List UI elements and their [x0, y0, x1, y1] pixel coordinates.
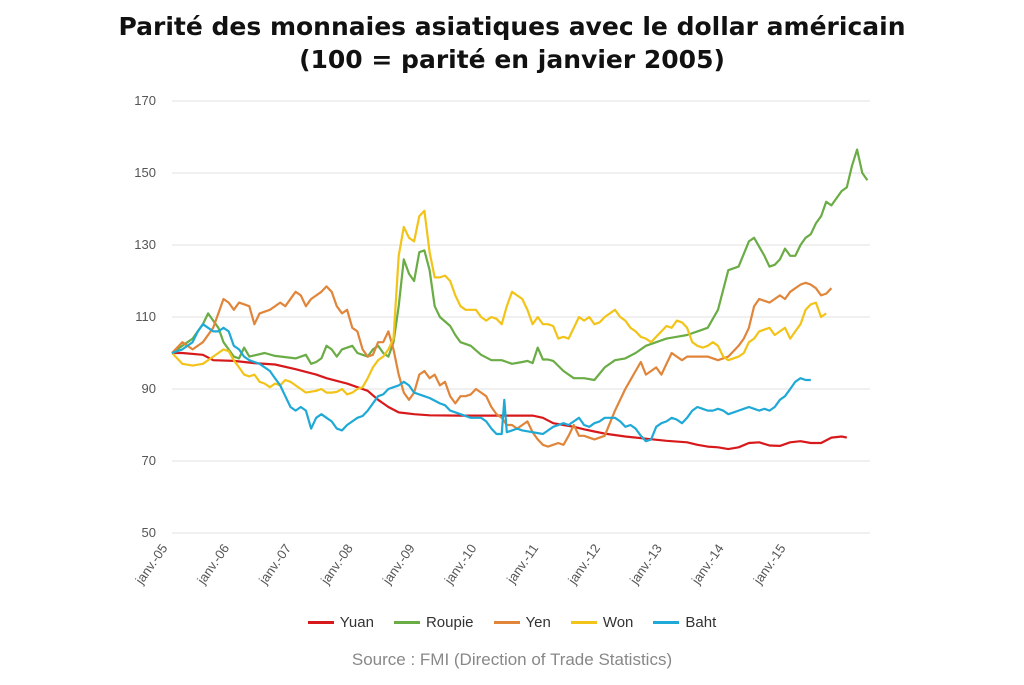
series-lines: [171, 148, 869, 451]
x-tick-label: janv.-09: [379, 541, 418, 588]
x-tick-label: janv.-13: [626, 541, 665, 588]
legend-item-baht: Baht: [653, 614, 716, 631]
y-tick-label: 130: [134, 237, 156, 252]
y-tick-label: 50: [142, 525, 156, 540]
chart-subtitle: (100 = parité en janvier 2005): [299, 45, 725, 74]
legend-swatch: [393, 621, 420, 624]
x-tick-label: janv.-08: [317, 541, 356, 588]
x-axis-ticks: janv.-05 janv.-06 janv.-07 janv.-08 janv.-09…: [132, 541, 789, 588]
series-line-won: [171, 209, 827, 396]
legend-item-won: Won: [570, 614, 634, 631]
y-tick-label: 90: [142, 381, 156, 396]
x-tick-label: janv.-15: [750, 541, 789, 588]
grid: [172, 100, 870, 534]
series-line-roupie: [171, 148, 869, 382]
x-tick-label: janv.-11: [503, 541, 541, 587]
chart-title-block: Parité des monnaies asiatiques avec le d…: [0, 10, 1024, 76]
x-tick-label: janv.-14: [688, 541, 727, 588]
y-axis-ticks: 50 70 90 110 130 150 170: [134, 93, 156, 540]
legend-label: Roupie: [425, 614, 474, 631]
legend-swatch: [307, 621, 334, 624]
series-line-yuan: [172, 351, 848, 451]
legend-label: Yen: [525, 614, 551, 631]
legend-item-roupie: Roupie: [393, 614, 474, 631]
series-line-baht: [171, 323, 811, 443]
legend-item-yuan: Yuan: [307, 614, 374, 631]
legend-swatch: [570, 621, 597, 624]
x-tick-label: janv.-12: [564, 541, 603, 588]
legend-swatch: [493, 621, 520, 624]
x-tick-label: janv.-06: [193, 541, 232, 588]
x-tick-label: janv.-05: [132, 541, 171, 588]
y-tick-label: 170: [134, 93, 156, 108]
legend-label: Won: [602, 614, 634, 631]
y-tick-label: 70: [142, 453, 156, 468]
source-note: Source : FMI (Direction of Trade Statist…: [351, 650, 673, 669]
legend-swatch: [653, 621, 680, 624]
y-tick-label: 110: [135, 309, 156, 324]
legend-label: Yuan: [339, 614, 374, 631]
x-tick-label: janv.-10: [441, 541, 480, 588]
x-tick-label: janv.-07: [255, 541, 294, 588]
y-tick-label: 150: [134, 165, 156, 180]
chart-title: Parité des monnaies asiatiques avec le d…: [118, 12, 906, 41]
legend: Yuan Roupie Yen Won Baht: [0, 614, 1024, 631]
series-line-yen: [171, 281, 833, 448]
legend-item-yen: Yen: [493, 614, 551, 631]
legend-label: Baht: [685, 614, 717, 631]
